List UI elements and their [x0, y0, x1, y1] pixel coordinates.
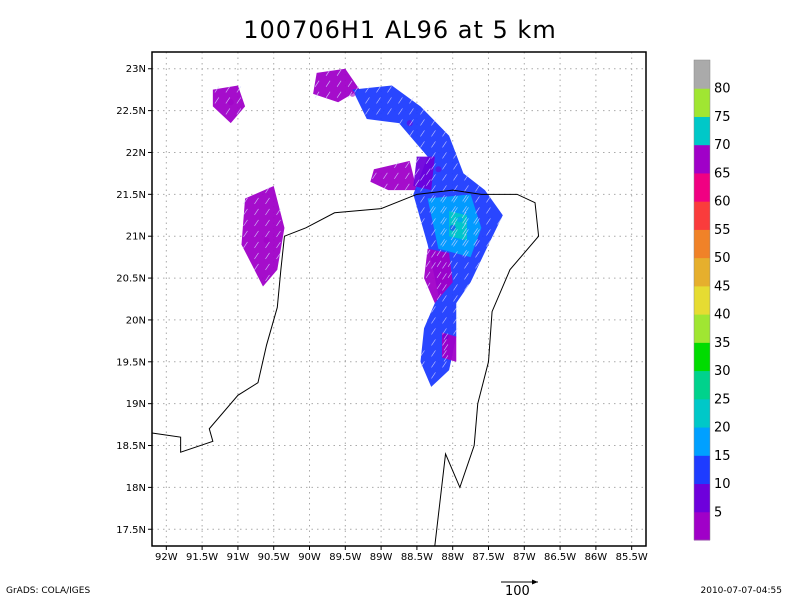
field-value-point — [456, 216, 463, 223]
lat-tick-label: 19N — [126, 399, 146, 410]
footer-left-credit: GrADS: COLA/IGES — [6, 586, 91, 596]
field-region — [370, 160, 417, 191]
colorbar-swatch — [694, 455, 710, 485]
colorbar-swatch — [694, 88, 710, 117]
lat-tick-label: 18.5N — [116, 441, 146, 452]
lon-tick-label: 90W — [298, 552, 321, 563]
colorbar: 5 10 15 20 25 30 35 40 45 50 55 60 65 70 75 80 — [693, 59, 731, 541]
colorbar-swatch — [694, 60, 710, 89]
reference-vector-label: 100 — [505, 584, 530, 599]
colorbar-swatch — [694, 285, 710, 315]
colorbar-label: 70 — [714, 138, 731, 153]
colorbar-label: 45 — [714, 279, 731, 294]
colorbar-label: 35 — [714, 336, 731, 351]
field-value-point — [227, 99, 234, 106]
colorbar-swatch — [694, 116, 710, 146]
field-region — [441, 332, 457, 362]
lon-tick-label: 88.5W — [401, 552, 433, 563]
plot-frame — [151, 51, 647, 547]
colorbar-swatch — [694, 398, 710, 428]
field-region — [413, 156, 435, 191]
colorbar-swatch — [694, 144, 710, 174]
field-value-point — [438, 275, 445, 282]
colorbar-swatch — [694, 314, 710, 343]
colorbar-swatch — [694, 511, 710, 541]
lat-tick-label: 21.5N — [116, 190, 146, 201]
colorbar-swatch — [694, 257, 710, 287]
lon-tick-labels: 92W 91.5W 91W 90.5W 90W 89.5W 89W 88.5W 88W 87.5W… — [155, 546, 648, 563]
colorbar-swatch — [694, 229, 710, 259]
map-title: 100706H1 AL96 at 5 km — [243, 16, 557, 44]
colorbar-swatch — [694, 483, 710, 513]
lon-tick-label: 87W — [513, 552, 536, 563]
field-region — [241, 185, 285, 287]
field-value-point — [449, 224, 456, 231]
colorbar-swatch — [694, 370, 710, 400]
field-value-point — [406, 120, 413, 127]
lon-tick-label: 87.5W — [472, 552, 504, 563]
field-value-point — [263, 237, 270, 244]
colorbar-label: 5 — [714, 505, 722, 520]
grid-lines — [152, 52, 646, 546]
lat-tick-label: 17.5N — [116, 525, 146, 536]
colorbar-swatch — [694, 427, 710, 456]
coastline-path — [151, 189, 540, 547]
lon-tick-label: 92W — [155, 552, 178, 563]
field-value-point — [349, 90, 356, 97]
lon-tick-label: 88W — [441, 552, 464, 563]
colorbar-label: 75 — [714, 110, 731, 125]
lon-tick-label: 89W — [370, 552, 393, 563]
lat-tick-label: 22.5N — [116, 106, 146, 117]
lon-tick-label: 85.5W — [616, 552, 648, 563]
colorbar-label: 65 — [714, 166, 731, 181]
colorbar-label: 30 — [714, 364, 731, 379]
lon-tick-label: 90.5W — [258, 552, 290, 563]
colorbar-label: 50 — [714, 251, 731, 266]
colorbar-label: 10 — [714, 477, 731, 492]
colorbar-swatch — [694, 172, 710, 202]
lat-tick-label: 20N — [126, 315, 146, 326]
lon-tick-label: 89.5W — [329, 552, 361, 563]
field-region — [313, 68, 360, 103]
colorbar-label: 20 — [714, 421, 731, 436]
colorbar-label: 15 — [714, 449, 731, 464]
field-layer — [212, 68, 503, 387]
lon-tick-label: 86.5W — [544, 552, 576, 563]
colorbar-label: 55 — [714, 223, 731, 238]
lon-tick-label: 86W — [585, 552, 608, 563]
colorbar-swatch — [694, 342, 710, 372]
field-region — [352, 85, 503, 387]
lon-tick-label: 91.5W — [186, 552, 218, 563]
colorbar-swatch — [694, 201, 710, 230]
colorbar-label: 40 — [714, 308, 731, 323]
colorbar-label: 80 — [714, 82, 731, 97]
lat-tick-label: 22N — [126, 148, 146, 159]
colorbar-label: 25 — [714, 392, 731, 407]
lat-tick-label: 18N — [126, 483, 146, 494]
lat-tick-label: 19.5N — [116, 357, 146, 368]
lat-tick-label: 23N — [126, 64, 146, 75]
reference-vector-arrow — [501, 579, 538, 585]
lon-tick-label: 91W — [227, 552, 250, 563]
lat-tick-labels: 23N 22.5N 22N 21.5N 21N 20.5N 20N 19.5N 19N 18.5N… — [116, 64, 152, 536]
wind-vectors — [214, 69, 502, 379]
footer-timestamp: 2010-07-07-04:55 — [700, 586, 783, 596]
coastline — [151, 189, 540, 547]
colorbar-label: 60 — [714, 195, 731, 210]
lat-tick-label: 20.5N — [116, 274, 146, 285]
lat-tick-label: 21N — [126, 232, 146, 243]
field-value-point — [435, 166, 442, 173]
